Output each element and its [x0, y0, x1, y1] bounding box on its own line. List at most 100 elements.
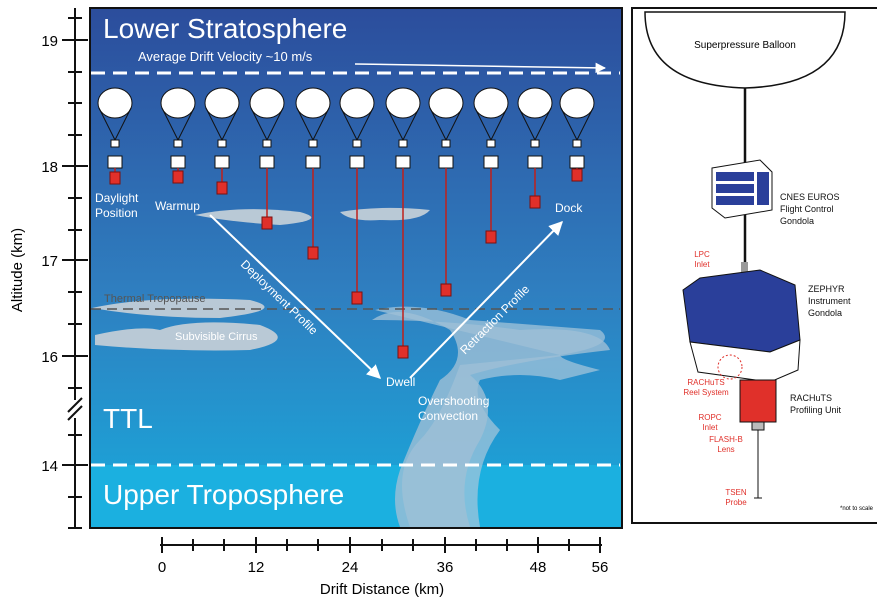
left-panel: Lower Stratosphere TTL Upper Troposphere…: [89, 7, 623, 529]
instrument: [107, 155, 123, 169]
y-tick-label: 17: [41, 253, 58, 270]
instrument-label: Gondola: [808, 308, 842, 318]
lpc-label: LPC: [694, 250, 710, 259]
instrument: [349, 155, 365, 169]
tropopause-label: Thermal Tropopause: [104, 293, 206, 305]
payload: [351, 291, 363, 305]
axis-break: [67, 405, 83, 421]
instrument: [569, 155, 585, 169]
gondola: [173, 139, 183, 148]
y-tick-label: 19: [41, 33, 58, 50]
panel-cell: [716, 196, 754, 205]
payload: [440, 283, 452, 297]
cirrus-cloud: [195, 209, 312, 225]
y-tick-label: 14: [41, 458, 58, 475]
payload: [397, 345, 409, 359]
balloon: [473, 87, 509, 119]
region-label: Lower Stratosphere: [103, 13, 347, 44]
reel-label: RACHuTS: [687, 378, 724, 387]
flash-label: FLASH-B: [709, 435, 743, 444]
instrument: [259, 155, 275, 169]
x-tick-label: 36: [437, 559, 454, 576]
payload: [529, 195, 541, 209]
convection-cloud: [372, 312, 610, 527]
profiling-label: RACHuTS: [790, 393, 832, 403]
gondola: [217, 139, 227, 148]
drift-arrow: [354, 62, 607, 74]
convection-label: Convection: [418, 409, 478, 423]
drift-velocity: Average Drift Velocity ~10 m/s: [138, 49, 313, 64]
zephyr-gondola: [682, 269, 801, 353]
gondola-label: Flight Control: [780, 204, 834, 214]
convection-label: Overshooting: [418, 394, 489, 408]
gondola: [530, 139, 540, 148]
panel-cell: [716, 172, 754, 181]
instrument: [214, 155, 230, 169]
ropc-label: ROPC: [698, 413, 721, 422]
dock-label: Dock: [555, 201, 583, 215]
daylight-label: Daylight: [95, 191, 139, 205]
cirrus-cloud: [340, 207, 430, 221]
gondola: [572, 139, 582, 148]
gondola: [308, 139, 318, 148]
x-tick-label: 24: [342, 559, 359, 576]
deployment-arrow: [209, 214, 382, 379]
balloon-label: Superpressure Balloon: [694, 40, 796, 51]
instrument: [305, 155, 321, 169]
balloon: [559, 87, 595, 119]
x-tick-label: 48: [530, 559, 547, 576]
retraction-arrow: [409, 220, 563, 379]
gondola: [262, 139, 272, 148]
lens: [751, 421, 765, 431]
instrument-label: Instrument: [808, 296, 851, 306]
instrument: [483, 155, 499, 169]
balloon: [339, 87, 375, 119]
y-tick-label: 16: [41, 349, 58, 366]
profiling-unit: [739, 379, 777, 423]
gondola-label: CNES EUROS: [780, 192, 840, 202]
scale-note: *not to scale: [840, 506, 874, 512]
balloon-envelope: [644, 11, 846, 89]
axis-break: [67, 397, 83, 413]
instrument-label: ZEPHYR: [808, 284, 845, 294]
axes: Altitude (km) Drift Distance (km) 19 18 17…: [9, 8, 608, 598]
gondola: [110, 139, 120, 148]
instrument: [395, 155, 411, 169]
gondola: [352, 139, 362, 148]
panel-background: [89, 7, 623, 529]
balloon: [517, 87, 553, 119]
payload: [307, 246, 319, 260]
payload: [216, 181, 228, 195]
reel: [717, 354, 743, 380]
tsen-label: Probe: [725, 498, 747, 507]
gondola-label: Gondola: [780, 216, 814, 226]
tsen-label: TSEN: [725, 488, 747, 497]
y-axis-title: Altitude (km): [9, 228, 26, 312]
daylight-label: Position: [95, 206, 138, 220]
x-axis-title: Drift Distance (km): [320, 581, 444, 598]
troposphere-band: [91, 465, 621, 527]
balloon: [428, 87, 464, 119]
dwell-label: Dwell: [386, 375, 415, 389]
gondola: [398, 139, 408, 148]
panel-cell: [757, 172, 769, 205]
balloon: [385, 87, 421, 119]
payload: [109, 171, 121, 185]
payload: [485, 230, 497, 244]
flash-label: Lens: [717, 445, 734, 454]
lpc-inlet: [741, 262, 748, 274]
instrument: [170, 155, 186, 169]
profiling-label: Profiling Unit: [790, 405, 842, 415]
x-tick-label: 56: [592, 559, 609, 576]
x-tick-label: 12: [248, 559, 265, 576]
reel-label: Reel System: [683, 388, 729, 397]
panel-background: [631, 7, 877, 524]
instrument: [527, 155, 543, 169]
payload: [172, 170, 184, 184]
cirrus-cloud: [95, 322, 278, 351]
balloons: [97, 87, 595, 359]
balloon: [295, 87, 331, 119]
lpc-label: Inlet: [694, 260, 710, 269]
payload: [571, 168, 583, 182]
